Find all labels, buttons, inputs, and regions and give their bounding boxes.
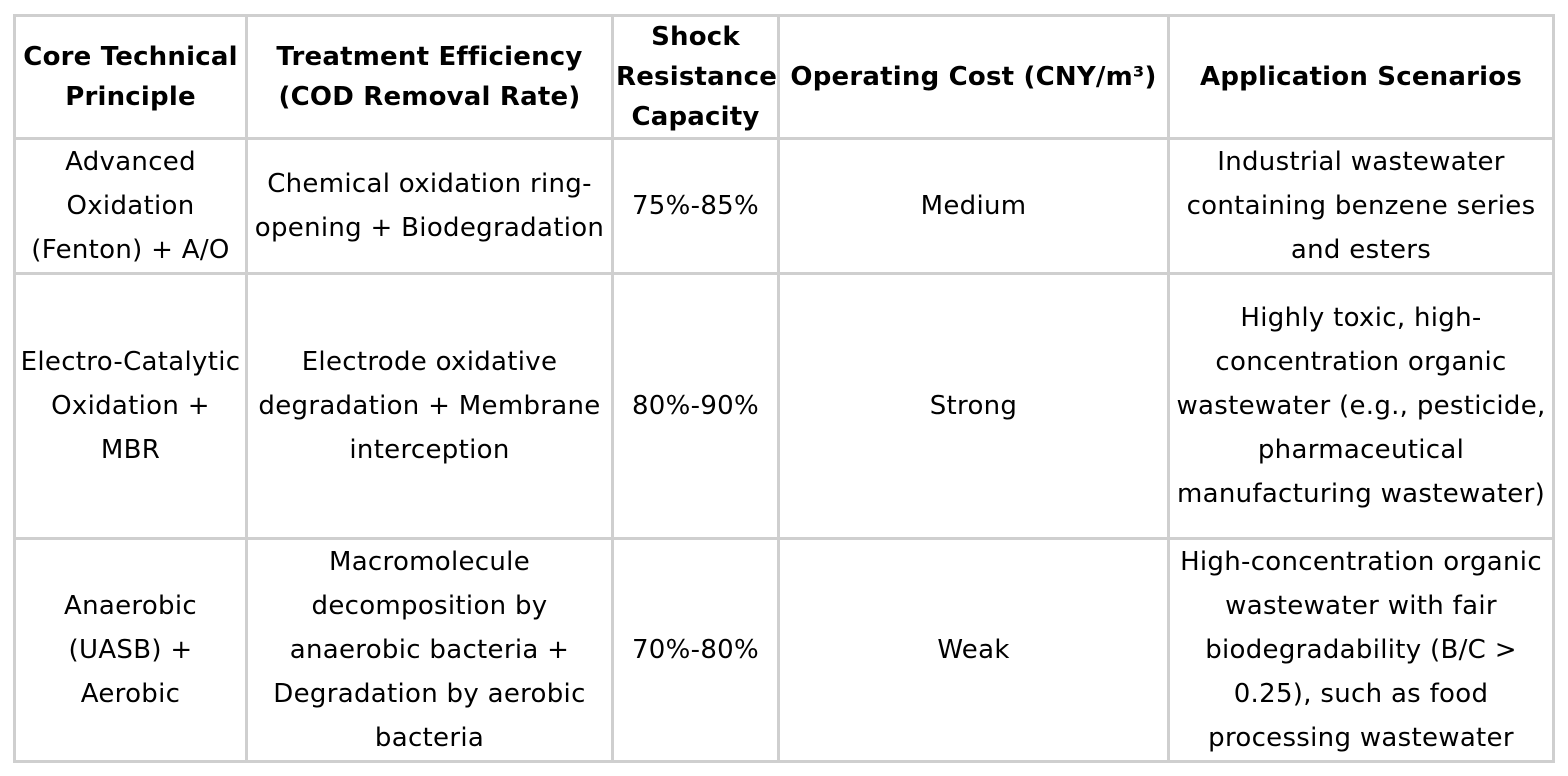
table-row: Anaerobic (UASB) + Aerobic Macromolecule… <box>13 537 1555 763</box>
header-treatment-efficiency: Treatment Efficiency (COD Removal Rate) <box>245 14 614 140</box>
cell-treatment-efficiency: Electrode oxidative degradation + Membra… <box>245 272 614 540</box>
cell-shock-resistance-capacity: 75%-85% <box>611 137 780 275</box>
cell-core-technical-principle: Advanced Oxidation (Fenton) + A/O <box>13 137 248 275</box>
cell-operating-cost: Weak <box>777 537 1170 763</box>
header-operating-cost: Operating Cost (CNY/m³) <box>777 14 1170 140</box>
cell-treatment-efficiency: Macromolecule decomposition by anaerobic… <box>245 537 614 763</box>
header-shock-resistance-capacity: Shock Resistance Capacity <box>611 14 780 140</box>
cell-core-technical-principle: Anaerobic (UASB) + Aerobic <box>13 537 248 763</box>
cell-operating-cost: Strong <box>777 272 1170 540</box>
cell-operating-cost: Medium <box>777 137 1170 275</box>
table-header-row: Core Technical Principle Treatment Effic… <box>13 14 1555 140</box>
cell-application-scenarios: High-concentration organic wastewater wi… <box>1167 537 1555 763</box>
cell-treatment-efficiency: Chemical oxidation ring-opening + Biodeg… <box>245 137 614 275</box>
table-row: Electro-Catalytic Oxidation + MBR Electr… <box>13 272 1555 540</box>
comparison-table: Core Technical Principle Treatment Effic… <box>13 14 1555 763</box>
cell-shock-resistance-capacity: 80%-90% <box>611 272 780 540</box>
cell-core-technical-principle: Electro-Catalytic Oxidation + MBR <box>13 272 248 540</box>
cell-application-scenarios: Highly toxic, high-concentration organic… <box>1167 272 1555 540</box>
header-application-scenarios: Application Scenarios <box>1167 14 1555 140</box>
header-core-technical-principle: Core Technical Principle <box>13 14 248 140</box>
cell-shock-resistance-capacity: 70%-80% <box>611 537 780 763</box>
comparison-table-container: Core Technical Principle Treatment Effic… <box>13 14 1555 763</box>
cell-application-scenarios: Industrial wastewater containing benzene… <box>1167 137 1555 275</box>
table-row: Advanced Oxidation (Fenton) + A/O Chemic… <box>13 137 1555 275</box>
